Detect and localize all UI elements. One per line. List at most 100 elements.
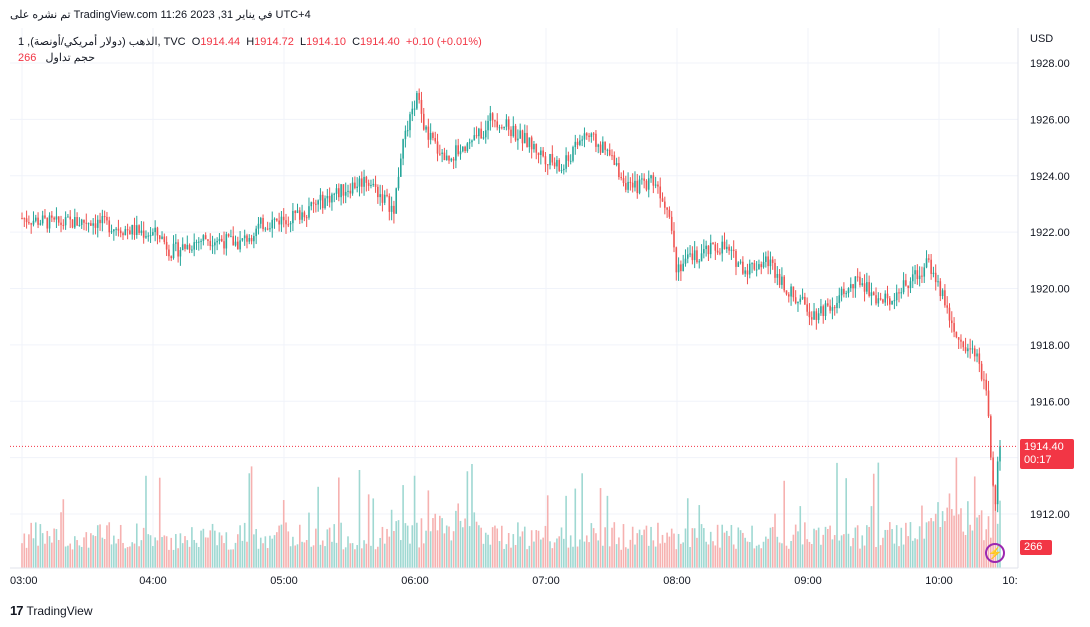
candle-body — [521, 130, 524, 144]
volume-bar — [666, 532, 668, 568]
volume-bar — [668, 536, 671, 568]
volume-bar — [427, 490, 430, 568]
volume-bar — [551, 548, 554, 568]
volume-bar — [292, 536, 294, 568]
volume-bar — [583, 541, 586, 568]
volume-bar — [459, 520, 462, 568]
candle-body — [999, 446, 1001, 462]
volume-bar — [576, 546, 579, 568]
candle-body — [565, 155, 567, 169]
candle-body — [512, 125, 515, 137]
candle-body — [689, 253, 691, 255]
candle-body — [335, 188, 338, 194]
candle-body — [349, 190, 352, 194]
candle-body — [641, 178, 643, 180]
volume-bar — [799, 506, 802, 568]
volume-bar — [170, 537, 173, 568]
candle-body — [673, 230, 675, 248]
volume-bar — [618, 537, 620, 568]
candle-body — [46, 217, 49, 229]
volume-bar — [370, 545, 372, 568]
y-tick-label: 1926.00 — [1030, 114, 1070, 126]
candle-body — [611, 155, 613, 157]
volume-bar — [342, 549, 345, 568]
candle-body — [503, 126, 505, 129]
volume-bar — [399, 540, 402, 568]
candle-body — [792, 286, 795, 298]
volume-bar — [730, 524, 733, 568]
candle-body — [693, 250, 696, 261]
candle-body — [78, 224, 81, 226]
volume-bar — [817, 527, 820, 568]
volume-bar — [604, 527, 606, 568]
candle-body — [76, 217, 78, 226]
volume-bar — [820, 544, 822, 568]
volume-bar — [443, 533, 446, 568]
candle-body — [39, 223, 42, 225]
volume-bar — [455, 510, 457, 568]
candle-body — [514, 125, 517, 141]
volume-bar — [383, 543, 386, 568]
candle-body — [771, 259, 774, 263]
volume-bar — [434, 513, 437, 568]
candle-body — [23, 218, 26, 220]
candle-body — [250, 237, 253, 242]
x-tick-label: 06:00 — [401, 575, 429, 587]
volume-bar — [450, 540, 453, 568]
candle-body — [28, 222, 30, 224]
candle-body — [983, 379, 985, 381]
volume-bar — [436, 530, 439, 568]
symbol-name[interactable]: الذهب (دولار أمريكي/أونصة), 1, TVC — [18, 36, 186, 48]
volume-bar — [374, 549, 377, 568]
volume-bar — [214, 530, 216, 568]
candle-body — [558, 160, 561, 171]
volume-bar — [278, 525, 280, 568]
candle-body — [154, 227, 156, 233]
currency-label[interactable]: USD — [1030, 33, 1054, 45]
candle-body — [379, 194, 381, 198]
candle-body — [195, 242, 198, 244]
candle-body — [478, 128, 480, 137]
candle-body — [765, 256, 767, 262]
volume-bar — [691, 528, 694, 568]
volume-bar — [119, 524, 122, 568]
volume-bar — [83, 537, 85, 568]
volume-bar — [980, 510, 983, 568]
volume-bar — [484, 532, 487, 568]
x-tick-label: 10:00 — [925, 575, 953, 587]
volume-bar — [659, 543, 662, 568]
candle-body — [232, 236, 235, 246]
candle-body — [519, 130, 521, 139]
volume-bar — [921, 505, 923, 568]
candle-body — [928, 258, 930, 260]
volume-bar — [519, 536, 521, 568]
volume-bar — [379, 537, 381, 568]
volume-bar — [236, 534, 239, 568]
volume-bar — [941, 511, 944, 568]
candle-body — [794, 297, 797, 304]
volume-bar — [670, 528, 673, 568]
candle-body — [624, 182, 627, 190]
candle-body — [450, 158, 453, 161]
volume-bar — [41, 533, 44, 568]
volume-bar — [25, 547, 28, 568]
candle-body — [326, 195, 329, 199]
candle-body — [978, 353, 981, 364]
volume-bar — [528, 545, 531, 568]
volume-bar — [930, 517, 932, 568]
volume-bar — [746, 541, 749, 568]
volume-bar — [707, 544, 710, 568]
candle-body — [824, 303, 827, 316]
volume-bar — [209, 530, 212, 568]
volume-bar — [269, 535, 271, 568]
volume-label[interactable]: حجم تداول — [45, 52, 96, 64]
x-tick-label: 07:00 — [532, 575, 560, 587]
brand[interactable]: 17 TradingView — [10, 603, 93, 618]
volume-bar — [613, 522, 616, 568]
volume-bar — [588, 542, 590, 568]
volume-bar — [902, 544, 905, 568]
lightning-icon[interactable]: ⚡ — [985, 543, 1005, 563]
volume-bar — [250, 466, 253, 568]
candle-body — [758, 264, 760, 270]
